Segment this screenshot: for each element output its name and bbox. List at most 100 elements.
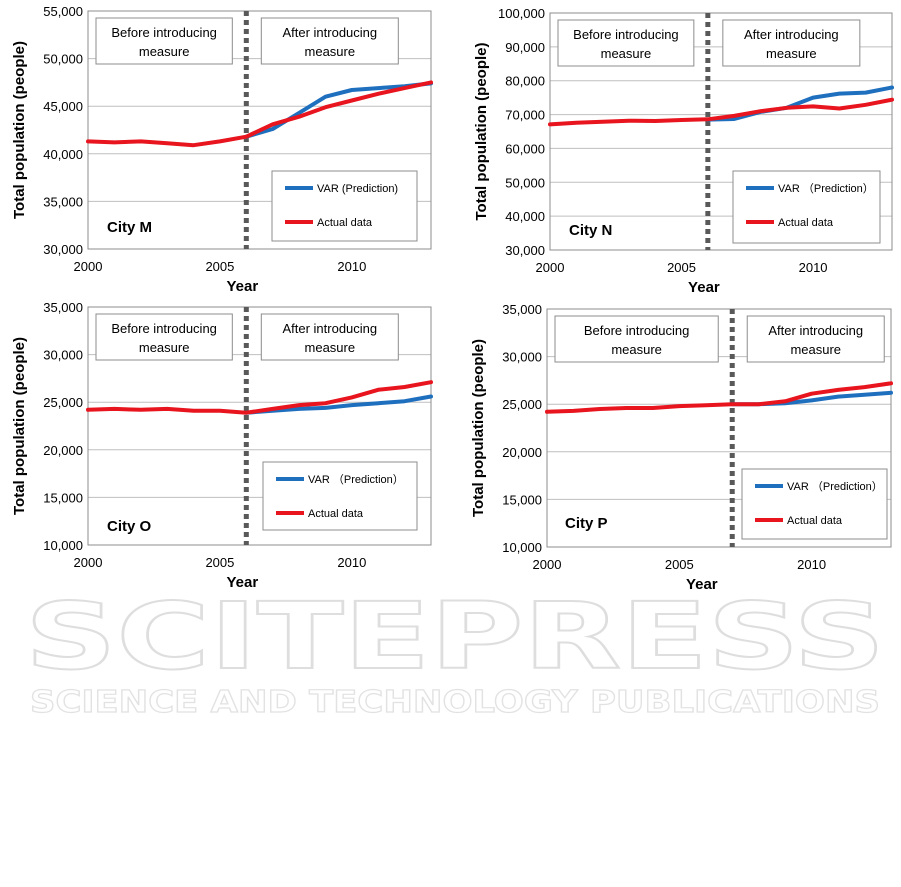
after-introducing-label: measure [790,342,841,357]
y-axis-title: Total population (people) [11,337,28,515]
x-axis-title: Year [226,574,258,591]
x-tick-label: 2010 [337,555,366,570]
before-introducing-label: measure [139,44,190,59]
legend-label: VAR (Prediction) [317,183,398,195]
publisher-watermark: SCITEPRESS SCIENCE AND TECHNOLOGY PUBLIC… [24,582,886,721]
after-introducing-label: After introducing [744,27,839,42]
after-introducing-label: measure [766,46,817,61]
y-tick-label: 30,000 [502,350,542,365]
x-tick-label: 2010 [337,259,366,274]
city-label: City P [565,515,608,532]
x-tick-label: 2005 [667,260,696,275]
actual-series-line [548,97,894,127]
y-tick-label: 40,000 [505,209,545,224]
y-tick-label: 35,000 [43,194,83,209]
legend-label: VAR （Prediction） [308,473,404,486]
y-tick-label: 15,000 [43,490,83,505]
x-tick-label: 2000 [536,260,565,275]
city-label: City M [107,219,152,236]
x-tick-label: 2010 [799,260,828,275]
after-introducing-label: After introducing [768,323,863,338]
legend-box [732,170,881,244]
legend-label: Actual data [778,217,834,229]
y-tick-label: 20,000 [43,443,83,458]
before-introducing-box [554,315,719,363]
before-introducing-box [95,313,233,361]
y-tick-label: 40,000 [43,147,83,162]
before-introducing-label: Before introducing [584,323,690,338]
before-introducing-box [95,17,233,65]
y-tick-label: 10,000 [502,540,542,555]
y-tick-label: 55,000 [43,4,83,19]
after-introducing-label: After introducing [282,321,377,336]
y-tick-label: 10,000 [43,538,83,553]
y-tick-label: 20,000 [502,445,542,460]
x-tick-label: 2005 [205,555,234,570]
before-introducing-box [557,19,695,67]
legend-label: VAR （Prediction） [778,182,874,195]
after-introducing-label: measure [305,340,356,355]
legend-label: Actual data [787,515,843,527]
y-tick-label: 90,000 [505,40,545,55]
x-axis-title: Year [688,279,720,296]
watermark-sub-text: SCIENCE AND TECHNOLOGY PUBLICATIONS [30,685,880,720]
plot-area-frame [87,306,432,546]
x-axis-title: Year [686,576,718,593]
before-introducing-label: Before introducing [111,25,217,40]
x-tick-label: 2010 [797,557,826,572]
prediction-series-line [244,81,433,139]
before-introducing-label: measure [611,342,662,357]
y-tick-label: 25,000 [502,397,542,412]
chart-city-o: 10,000 15,000 20,000 25,000 30,000 35,000 2000… [11,300,433,591]
y-tick-label: 100,000 [498,6,545,21]
after-introducing-box [260,17,399,65]
chart-city-p: 10,000 15,000 20,000 25,000 30,000 35,000 2000… [470,302,893,593]
x-tick-label: 2005 [665,557,694,572]
chart-city-n: 30,000 40,000 50,000 60,000 70,000 80,000 90,0… [473,6,894,296]
charts-container: 30,000 35,000 40,000 45,000 50,000 55,000 2000… [11,4,894,593]
y-axis-title: Total population (people) [470,339,487,517]
y-tick-label: 50,000 [43,52,83,67]
y-tick-label: 45,000 [43,99,83,114]
after-introducing-box [746,315,885,363]
y-tick-label: 25,000 [43,395,83,410]
y-tick-label: 80,000 [505,74,545,89]
legend-box [262,461,418,531]
plot-area-frame [87,10,432,250]
x-tick-label: 2000 [74,259,103,274]
x-tick-label: 2000 [533,557,562,572]
y-axis-title: Total population (people) [473,42,490,220]
after-introducing-label: measure [305,44,356,59]
actual-series-line [545,381,893,414]
legend-label: Actual data [308,508,364,520]
watermark-main-text: SCITEPRESS [25,583,885,690]
y-tick-label: 35,000 [502,302,542,317]
y-tick-label: 70,000 [505,108,545,123]
y-tick-label: 30,000 [43,348,83,363]
actual-series-line [86,80,433,148]
y-tick-label: 60,000 [505,141,545,156]
legend-box [741,468,888,540]
prediction-series-line [705,85,894,122]
city-label: City N [569,222,612,239]
prediction-series-line [244,394,433,415]
before-introducing-label: measure [139,340,190,355]
before-introducing-label: Before introducing [573,27,679,42]
y-tick-label: 15,000 [502,492,542,507]
plot-area-frame [546,308,892,548]
x-axis-title: Year [226,278,258,295]
y-tick-label: 50,000 [505,175,545,190]
chart-city-m: 30,000 35,000 40,000 45,000 50,000 55,000 2000… [11,4,433,295]
plot-area-frame [549,12,893,251]
after-introducing-box [722,19,861,67]
actual-series-line [86,380,433,415]
x-tick-label: 2000 [74,555,103,570]
y-axis-title: Total population (people) [11,41,28,219]
y-tick-label: 35,000 [43,300,83,315]
legend-box [271,170,418,242]
legend-label: VAR （Prediction） [787,480,883,493]
legend-label: Actual data [317,217,373,229]
after-introducing-label: After introducing [282,25,377,40]
city-label: City O [107,518,152,535]
